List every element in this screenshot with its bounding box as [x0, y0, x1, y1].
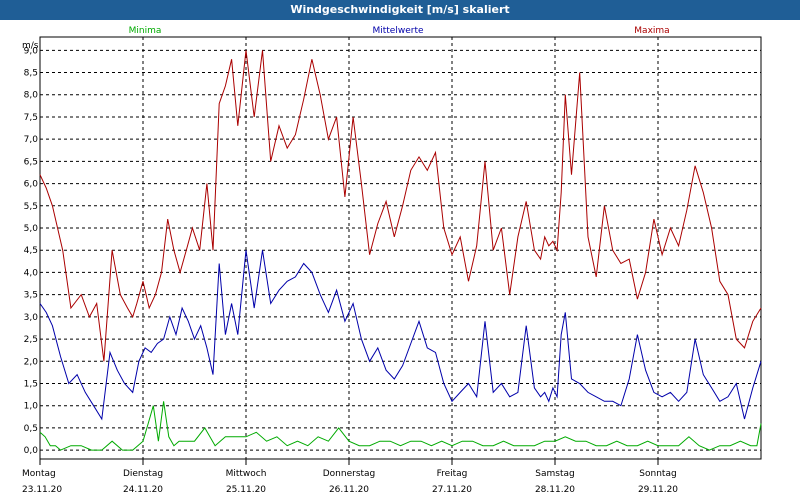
legend-mittelwerte: Mittelwerte	[372, 26, 423, 36]
x-day-label: Mittwoch	[226, 469, 267, 479]
plot-background	[0, 20, 800, 500]
y-tick-label: 0,0	[24, 446, 39, 456]
series-line-maxima	[39, 50, 762, 362]
horizontal-grid	[40, 49, 761, 451]
y-tick-label: 3,5	[24, 291, 38, 301]
y-tick-label: 2,5	[24, 335, 38, 345]
chart-title: Windgeschwindigkeit [m/s] skaliert	[0, 0, 800, 20]
y-tick-label: 6,5	[24, 157, 38, 167]
x-date-label: 24.11.20	[123, 485, 163, 495]
x-date-label: 23.11.20	[22, 485, 62, 495]
y-tick-label: 7,5	[24, 113, 38, 123]
series-line-minima	[39, 401, 762, 451]
series-lines	[39, 50, 762, 451]
y-tick-label: 5,0	[24, 224, 39, 234]
y-tick-label: 4,5	[24, 246, 38, 256]
y-axis-ticks: 0,0 0,5 1,0 1,5 2,0 2,5 3,0 3,5 4,0 4,5 5,0 5,5 6,0 6…	[24, 46, 39, 456]
x-day-label: Freitag	[437, 469, 468, 479]
series-line-mittelwerte	[39, 250, 762, 421]
x-day-label: Montag	[22, 469, 56, 479]
legend-maxima: Maxima	[634, 26, 669, 36]
y-tick-label: 8,0	[24, 91, 39, 101]
y-tick-label: 2,0	[24, 357, 39, 367]
x-axis-labels: Montag 23.11.20 Dienstag 24.11.20 Mittwoch 25…	[22, 469, 678, 495]
x-date-label: 25.11.20	[226, 485, 266, 495]
y-tick-label: 9,0	[24, 46, 39, 56]
x-date-label: 28.11.20	[535, 485, 575, 495]
legend-minima: Minima	[129, 26, 162, 36]
y-tick-label: 0,5	[24, 424, 38, 434]
y-tick-label: 7,0	[24, 135, 39, 145]
y-tick-label: 6,0	[24, 180, 39, 190]
x-day-label: Donnerstag	[323, 469, 376, 479]
y-tick-label: 5,5	[24, 202, 38, 212]
y-tick-label: 4,0	[24, 268, 39, 278]
y-tick-label: 8,5	[24, 69, 38, 79]
y-tick-label: 3,0	[24, 313, 39, 323]
y-tick-label: 1,5	[24, 379, 38, 389]
x-date-label: 26.11.20	[329, 485, 369, 495]
x-day-label: Dienstag	[123, 469, 163, 479]
y-tick-label: 1,0	[24, 402, 39, 412]
vertical-grid	[39, 37, 659, 465]
plot-frame	[39, 36, 762, 460]
chart-area: 0,0 0,5 1,0 1,5 2,0 2,5 3,0 3,5 4,0 4,5 5,0 5,5 6,0 6…	[0, 20, 800, 500]
x-date-label: 27.11.20	[432, 485, 472, 495]
x-date-label: 29.11.20	[638, 485, 678, 495]
x-day-label: Samstag	[535, 469, 574, 479]
y-axis-label: m/s	[22, 41, 39, 51]
x-day-label: Sonntag	[639, 469, 676, 479]
